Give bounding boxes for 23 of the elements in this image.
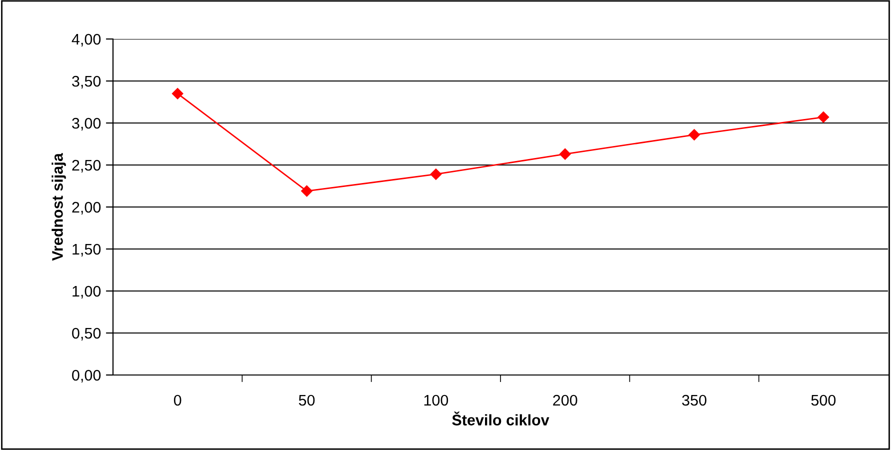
x-tick-label: 200: [553, 394, 578, 406]
y-tick-label: 2,00: [72, 202, 101, 214]
point: [559, 148, 571, 160]
y-tick-label: 0,50: [72, 328, 101, 340]
point: [688, 129, 700, 140]
x-tick-label: 50: [298, 394, 315, 406]
y-tick-label: 0,00: [72, 370, 101, 382]
x-tick-label: 350: [682, 394, 706, 406]
x-axis-title: Število ciklov: [452, 412, 550, 426]
x-tick-label: 500: [811, 394, 836, 406]
point: [430, 168, 442, 180]
x-tick-label: 0: [174, 394, 182, 406]
point: [301, 185, 312, 197]
x-tick-label: 100: [424, 394, 448, 406]
y-tick-label: 2,50: [72, 160, 101, 172]
point: [818, 112, 830, 123]
y-axis-title: Vrednost sijaja: [52, 152, 66, 261]
y-tick-label: 1,50: [72, 244, 101, 256]
y-tick-label: 1,00: [72, 286, 101, 298]
point: [172, 88, 184, 100]
y-tick-label: 4,00: [72, 34, 101, 46]
y-tick-label: 3,50: [72, 76, 101, 88]
y-tick-label: 3,00: [72, 118, 101, 130]
